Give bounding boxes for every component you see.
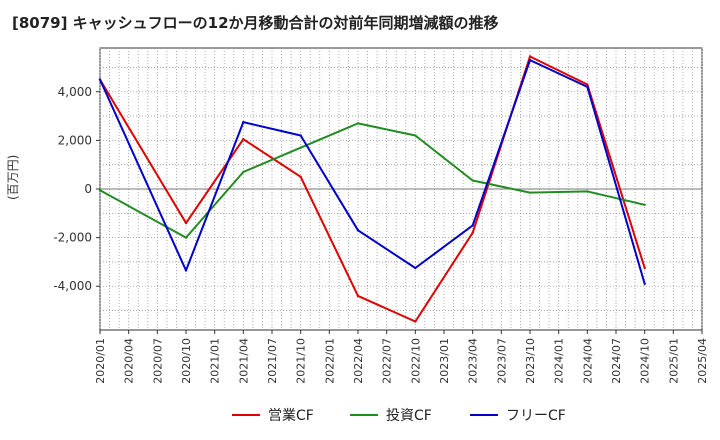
series-point [299,175,302,179]
x-tick-label: 2020/10 [180,338,193,384]
series-point [643,266,646,270]
series-line-1 [99,122,645,239]
series-line-0 [99,55,646,323]
series-point [242,137,245,141]
x-tick-label: 2024/07 [610,338,623,384]
series-point [471,179,474,182]
x-tick-label: 2024/04 [581,338,594,384]
x-tick-label: 2024/01 [553,338,566,384]
legend-label: フリーCF [506,408,566,424]
series-point [528,55,532,58]
x-tick-label: 2023/10 [524,338,537,384]
series-line-2 [99,59,646,285]
series-point [299,134,302,137]
y-tick-label: 0 [84,182,92,196]
series-point [471,231,474,234]
series-point [184,236,188,239]
series-point [643,282,646,286]
x-tick-label: 2020/07 [151,338,164,384]
x-tick-label: 2022/04 [352,338,365,384]
series-point [414,320,417,323]
legend: 営業CF 投資CF フリーCF [232,408,566,424]
x-tick-label: 2021/10 [295,338,308,384]
series-point [414,266,417,270]
axes: -4,000 -2,000 0 2,000 4,000 2020/01 2020/04 202… [53,85,709,384]
series-point [98,189,102,192]
series-point [299,146,302,149]
series-point [414,134,417,137]
x-tick-label: 2022/01 [323,338,336,384]
x-tick-label: 2023/04 [467,338,480,384]
x-tick-label: 2020/04 [123,338,136,384]
legend-label: 投資CF [386,408,432,424]
x-tick-label: 2022/07 [381,338,394,384]
series-point [184,221,188,225]
x-tick-label: 2021/01 [209,338,222,384]
x-tick-label: 2025/01 [667,338,680,384]
series-point [242,170,245,174]
series-point [528,191,532,194]
x-tick-label: 2024/10 [639,338,652,384]
series-point [471,224,474,227]
y-tick-label: 4,000 [58,85,92,99]
x-tick-label: 2023/07 [495,338,508,384]
series-point [98,78,102,81]
series-point [356,294,360,298]
series-point [643,203,646,207]
legend-label: 営業CF [268,408,314,424]
grid [99,47,703,331]
series-point [586,85,589,89]
y-tick-label: -4,000 [53,279,92,293]
x-tick-label: 2023/01 [438,338,451,384]
series-point [184,269,188,272]
series-point [586,83,589,86]
chart-title: [8079] キャッシュフローの12か月移動合計の対前年同期増減額の推移 [12,14,499,32]
y-tick-label: 2,000 [58,133,92,147]
series-point [586,190,589,193]
x-tick-label: 2025/04 [696,338,709,384]
series-lines [98,55,646,323]
series-point [528,58,532,62]
y-tick-label: -2,000 [53,231,92,245]
x-tick-label: 2021/04 [237,338,250,384]
series-point [356,229,360,232]
series-point [242,120,245,124]
x-tick-label: 2021/07 [266,338,279,384]
series-point [356,122,360,125]
x-tick-label: 2022/10 [409,338,422,384]
x-tick-label: 2020/01 [94,338,107,384]
